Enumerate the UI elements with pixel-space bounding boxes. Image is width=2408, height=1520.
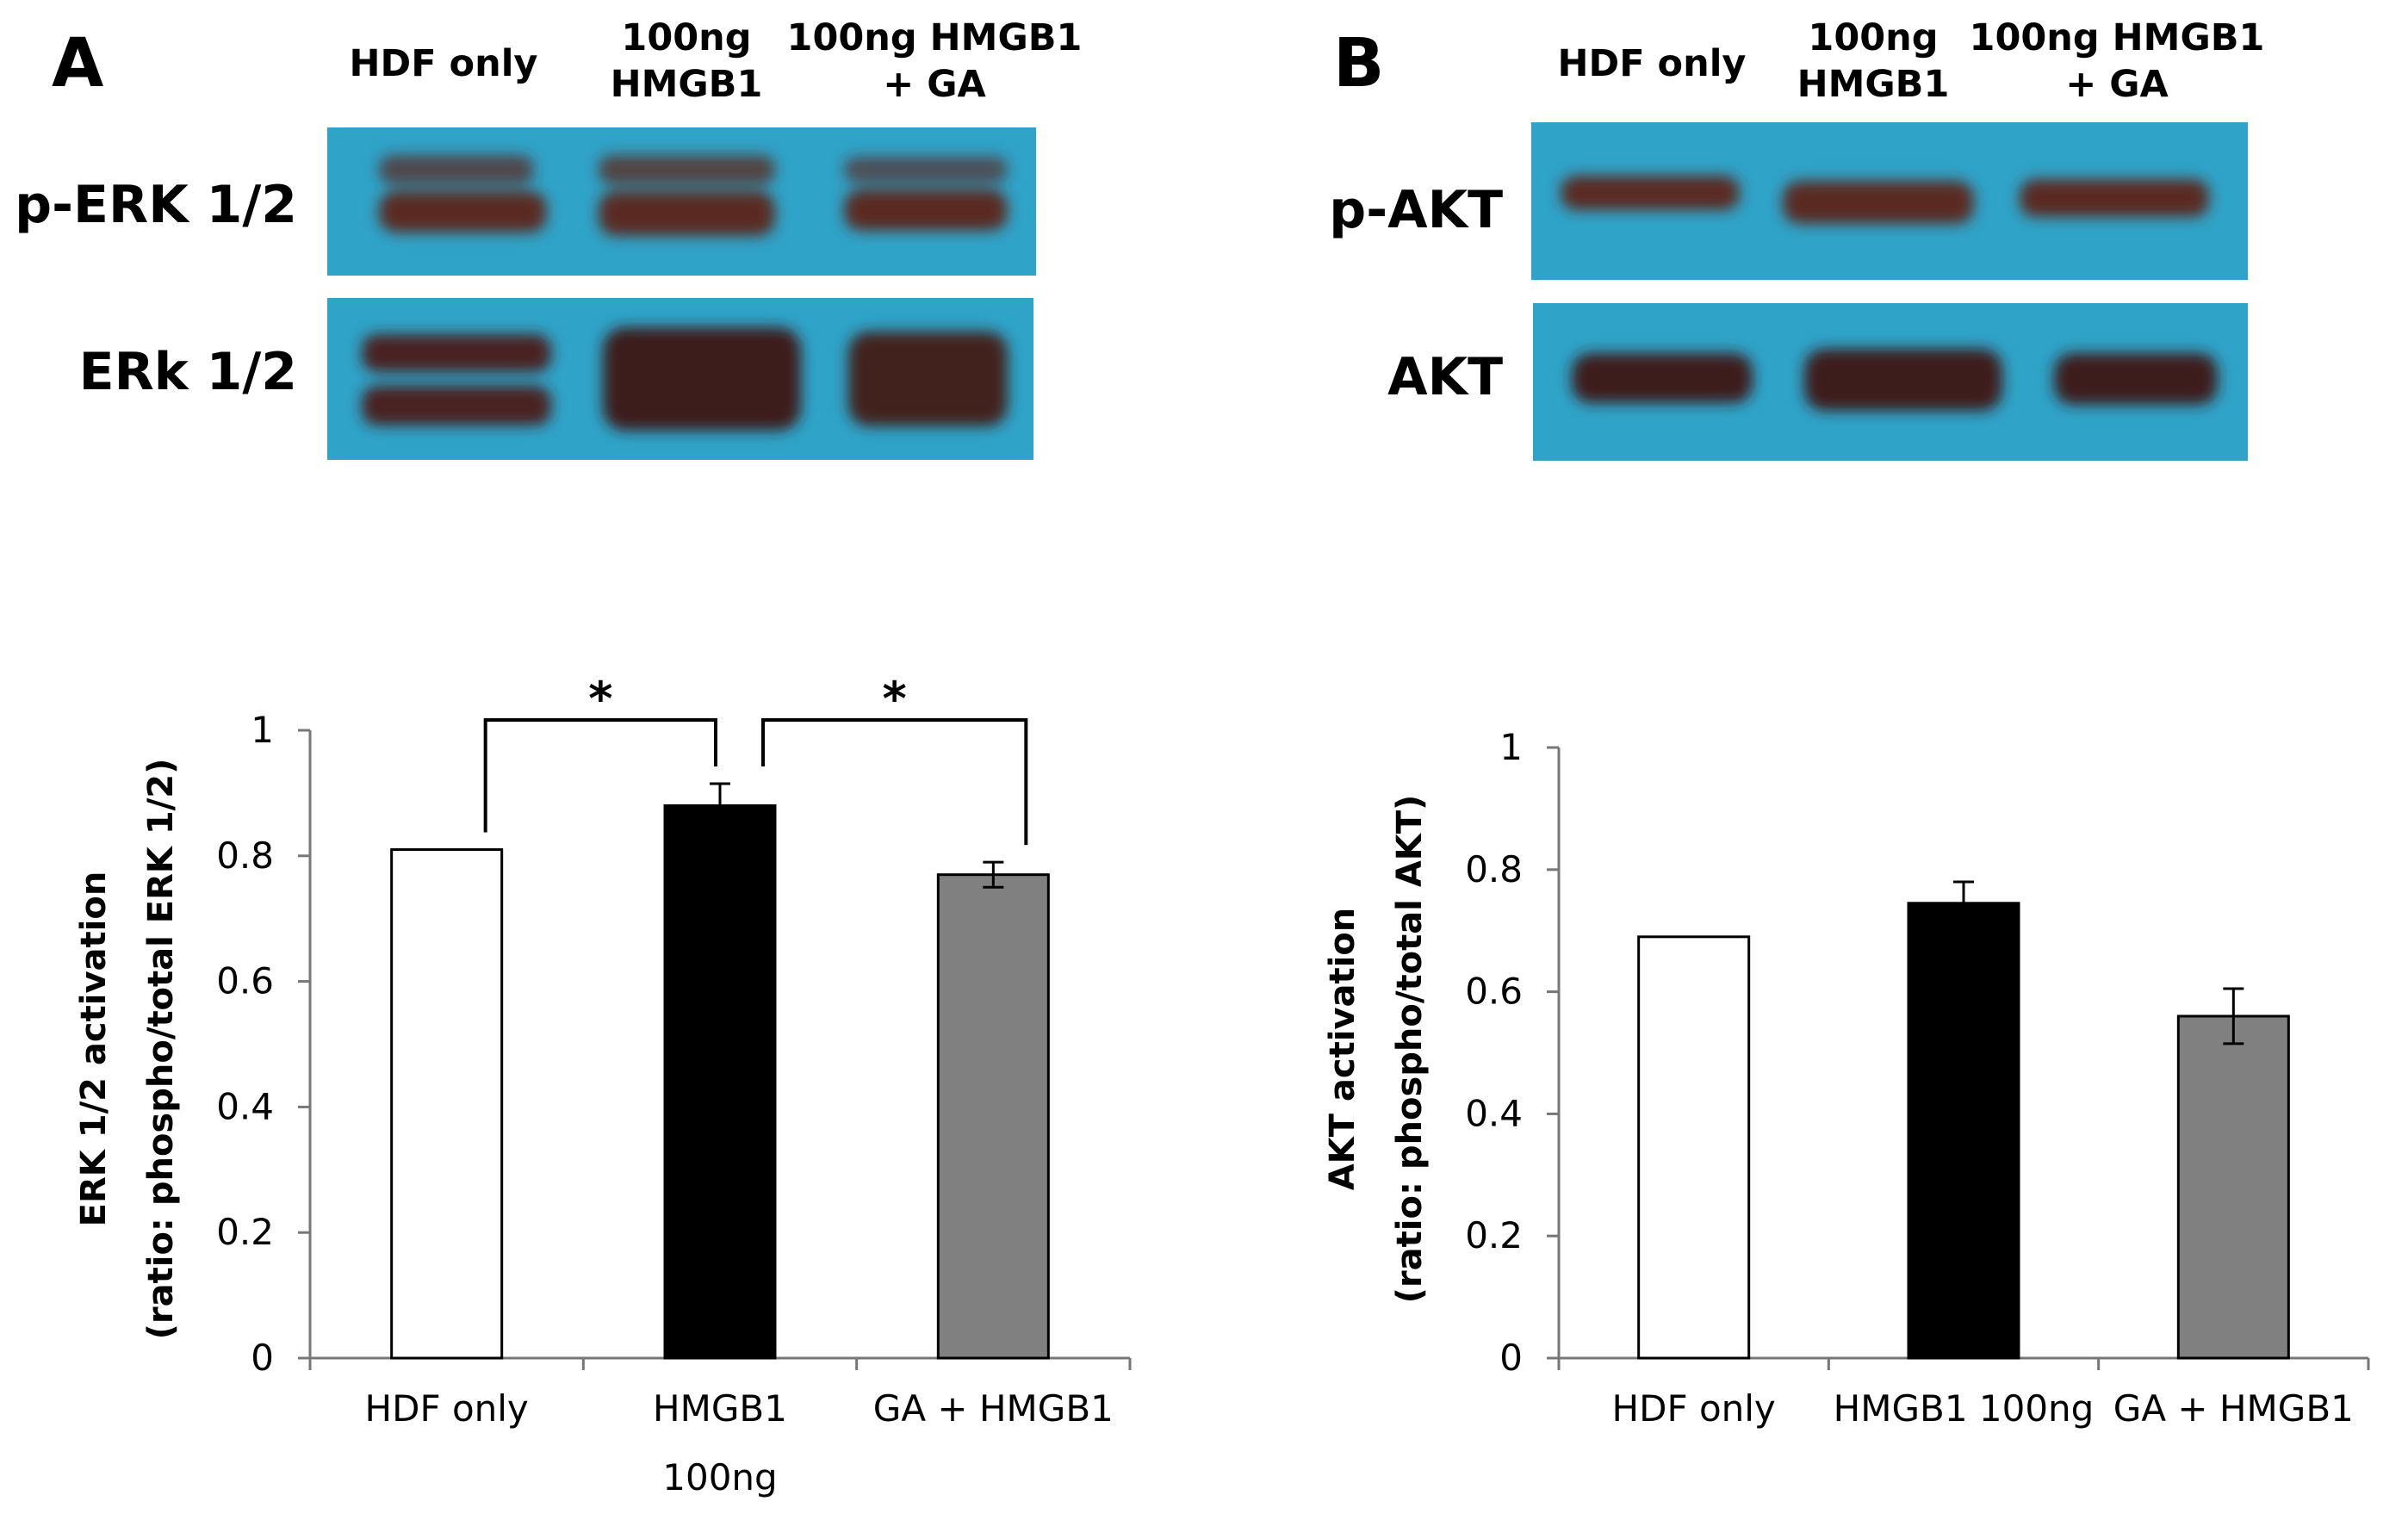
lane-a1-line-1: HDF only xyxy=(350,42,538,85)
akt-y-axis-label-1: AKT activation xyxy=(1323,908,1362,1191)
panel-b-letter: B xyxy=(1333,25,1384,102)
lane-b3-line-1: 100ng HMGB1 xyxy=(1970,16,2265,59)
akt-category-label-3: GA + HMGB1 xyxy=(2113,1387,2354,1430)
akt-y-tick-label: 1 xyxy=(1499,726,1523,768)
erk-category-label-2: HMGB1 xyxy=(653,1387,787,1430)
blot-p-akt-bands xyxy=(1561,176,2209,224)
band-akt-2 xyxy=(1804,349,2002,411)
panel-a-lane-label-3: 100ng HMGB1 + GA xyxy=(787,16,1083,106)
erk-category-label-3: GA + HMGB1 xyxy=(873,1387,1114,1430)
band-p-erk-2-lower xyxy=(599,191,775,236)
panel-a-letter: A xyxy=(52,25,103,102)
band-p-erk-3-upper xyxy=(844,157,1008,183)
panel-b-lane-label-3: 100ng HMGB1 + GA xyxy=(1970,16,2265,106)
akt-y-tick-label: 0.8 xyxy=(1465,848,1523,890)
erk-y-tick-label: 0 xyxy=(251,1337,274,1379)
erk-bar-1 xyxy=(390,848,504,1360)
blot-akt-bands xyxy=(1572,349,2218,411)
band-erk-1-lower xyxy=(362,386,551,425)
akt-y-tick-label: 0 xyxy=(1499,1337,1523,1379)
erk-bar-3 xyxy=(936,873,1050,1360)
erk-y-tick-label: 0.2 xyxy=(216,1211,274,1253)
chart-akt-activation: 0 0.2 0.4 0.6 0.8 1 HDF only HMGB1 100ng GA + HM… xyxy=(1323,726,2370,1430)
erk-y-tick-label: 0.6 xyxy=(216,960,274,1002)
lane-a3-line-1: 100ng HMGB1 xyxy=(787,16,1083,59)
band-erk-2 xyxy=(603,327,801,431)
erk-y-tick-label: 1 xyxy=(251,709,274,751)
band-akt-3 xyxy=(2054,353,2218,405)
akt-y-tick-label: 0.4 xyxy=(1465,1092,1523,1134)
erk-y-axis-label-2: (ratio: phospho/total ERK 1/2) xyxy=(141,759,181,1340)
erk-significance-bracket-1 xyxy=(483,718,717,833)
panel-a-blot: A HDF only 100ng HMGB1 100ng HMGB1 + GA … xyxy=(15,16,1082,460)
band-p-erk-3-lower xyxy=(844,189,1008,231)
akt-bar-3 xyxy=(2176,1014,2290,1360)
erk-category-label-2: 100ng xyxy=(662,1456,777,1498)
lane-b2-line-2: HMGB1 xyxy=(1797,63,1950,106)
panel-a-lane-label-2: 100ng HMGB1 xyxy=(611,16,763,106)
band-p-erk-1-lower xyxy=(379,191,547,233)
blot-label-akt: AKT xyxy=(1387,347,1503,407)
erk-significance-star-2: * xyxy=(883,672,907,726)
erk-significance-star-1: * xyxy=(588,672,612,726)
lane-a3-line-2: + GA xyxy=(883,63,986,106)
band-p-akt-1 xyxy=(1561,176,1740,210)
akt-category-label-2: HMGB1 100ng xyxy=(1834,1387,2095,1430)
panel-b-blot: B HDF only 100ng HMGB1 100ng HMGB1 + GA … xyxy=(1329,16,2264,461)
band-p-erk-2-upper xyxy=(599,155,775,184)
akt-y-tick-label: 0.2 xyxy=(1465,1214,1523,1256)
erk-category-label-1: HDF only xyxy=(365,1387,529,1430)
erk-y-tick-label: 0.8 xyxy=(216,834,274,877)
panel-a-lane-label-1: HDF only xyxy=(350,42,538,85)
panel-b-lane-label-2: 100ng HMGB1 xyxy=(1797,16,1950,106)
lane-a2-line-2: HMGB1 xyxy=(611,63,763,106)
blot-p-erk-bands xyxy=(379,155,1008,236)
blot-label-erk: ERk 1/2 xyxy=(79,342,297,402)
erk-bar-2 xyxy=(663,803,777,1360)
akt-y-tick-label: 0.6 xyxy=(1465,971,1523,1013)
panel-b-lane-label-1: HDF only xyxy=(1558,42,1747,85)
akt-bar-2 xyxy=(1907,902,2020,1360)
erk-y-axis-label-1: ERK 1/2 activation xyxy=(74,872,114,1227)
lane-b3-line-2: + GA xyxy=(2065,63,2169,106)
band-akt-1 xyxy=(1572,353,1753,403)
akt-bar-1 xyxy=(1637,935,1751,1360)
chart-erk-activation: 0 0.2 0.4 0.6 0.8 1 HDF only HMGB1 100ng GA + HMG… xyxy=(74,672,1132,1498)
band-p-akt-2 xyxy=(1783,181,1974,224)
akt-y-axis-label-2: (ratio: phospho/total AKT) xyxy=(1390,795,1430,1304)
band-p-erk-1-upper xyxy=(379,155,534,184)
lane-b1-line-1: HDF only xyxy=(1558,42,1747,85)
lane-b2-line-1: 100ng xyxy=(1808,16,1938,59)
akt-category-label-1: HDF only xyxy=(1612,1387,1776,1430)
erk-y-tick-label: 0.4 xyxy=(216,1085,274,1127)
erk-significance-bracket-2 xyxy=(761,718,1028,846)
blot-label-p-akt: p-AKT xyxy=(1329,180,1503,240)
band-p-akt-3 xyxy=(2020,179,2209,217)
blot-erk-bands xyxy=(362,327,1008,431)
blot-label-p-erk: p-ERK 1/2 xyxy=(15,175,297,235)
band-erk-1-upper xyxy=(362,334,551,372)
lane-a2-line-1: 100ng xyxy=(621,16,751,59)
band-erk-3 xyxy=(848,332,1008,426)
